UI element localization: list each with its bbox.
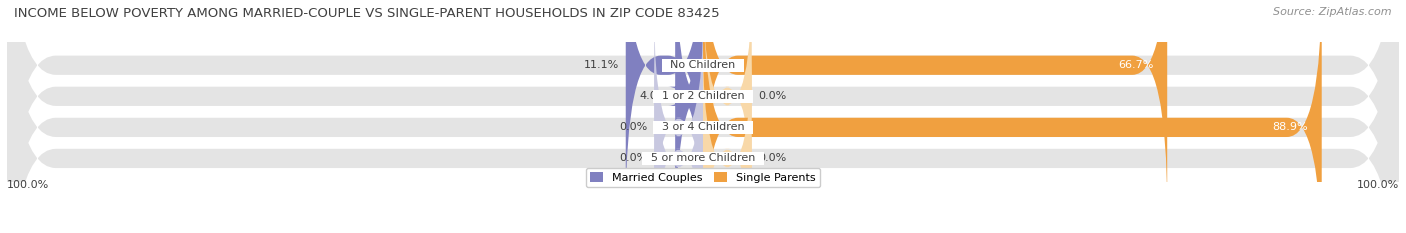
Text: 100.0%: 100.0% bbox=[7, 180, 49, 190]
Text: 66.7%: 66.7% bbox=[1118, 60, 1153, 70]
FancyBboxPatch shape bbox=[7, 0, 1399, 233]
Text: 4.0%: 4.0% bbox=[640, 91, 668, 101]
FancyBboxPatch shape bbox=[703, 0, 1167, 211]
FancyBboxPatch shape bbox=[7, 0, 1399, 233]
Text: No Children: No Children bbox=[664, 60, 742, 70]
FancyBboxPatch shape bbox=[654, 13, 703, 233]
Text: 0.0%: 0.0% bbox=[759, 154, 787, 163]
Text: 3 or 4 Children: 3 or 4 Children bbox=[655, 122, 751, 132]
FancyBboxPatch shape bbox=[703, 0, 1322, 233]
Text: Source: ZipAtlas.com: Source: ZipAtlas.com bbox=[1274, 7, 1392, 17]
Text: INCOME BELOW POVERTY AMONG MARRIED-COUPLE VS SINGLE-PARENT HOUSEHOLDS IN ZIP COD: INCOME BELOW POVERTY AMONG MARRIED-COUPL… bbox=[14, 7, 720, 20]
FancyBboxPatch shape bbox=[703, 44, 752, 233]
Text: 100.0%: 100.0% bbox=[1357, 180, 1399, 190]
FancyBboxPatch shape bbox=[703, 0, 752, 211]
Text: 88.9%: 88.9% bbox=[1272, 122, 1308, 132]
Text: 11.1%: 11.1% bbox=[583, 60, 619, 70]
Text: 0.0%: 0.0% bbox=[759, 91, 787, 101]
FancyBboxPatch shape bbox=[7, 0, 1399, 233]
FancyBboxPatch shape bbox=[626, 0, 703, 211]
Text: 0.0%: 0.0% bbox=[619, 122, 647, 132]
Text: 5 or more Children: 5 or more Children bbox=[644, 154, 762, 163]
FancyBboxPatch shape bbox=[654, 44, 703, 233]
Text: 1 or 2 Children: 1 or 2 Children bbox=[655, 91, 751, 101]
Legend: Married Couples, Single Parents: Married Couples, Single Parents bbox=[586, 168, 820, 187]
FancyBboxPatch shape bbox=[668, 0, 710, 233]
Text: 0.0%: 0.0% bbox=[619, 154, 647, 163]
FancyBboxPatch shape bbox=[7, 0, 1399, 233]
